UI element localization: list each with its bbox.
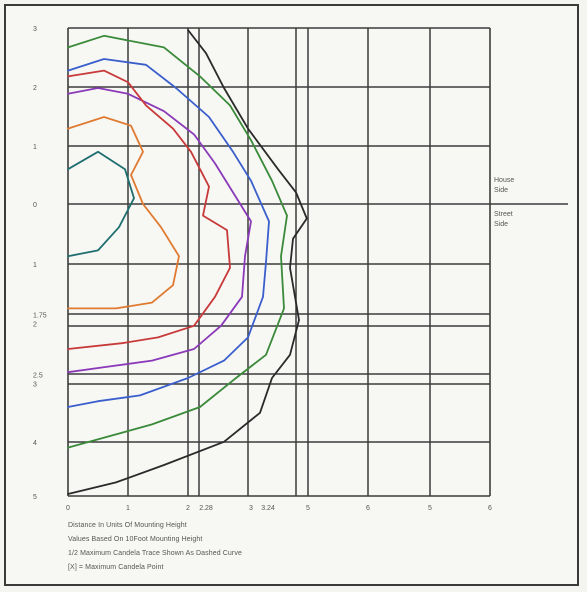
side-label-house-side: House	[494, 177, 514, 184]
y-tick-label: 4	[33, 440, 37, 447]
x-tick-label: 3.24	[261, 505, 275, 512]
x-tick-label: 2	[186, 505, 190, 512]
isofootcandle-contour	[67, 150, 135, 258]
isofootcandle-contour	[67, 87, 252, 374]
note-values: Values Based On 10Foot Mounting Height	[68, 536, 203, 543]
side-label-street-side: Side	[494, 221, 508, 228]
side-label-house-side: Side	[494, 187, 508, 194]
note-distance: Distance In Units Of Mounting Height	[68, 522, 187, 529]
chart-frame: 3 2 1 0 1 1.75 2 2.5 3 4 5 0 1 2 2.28 3 3.24 5 6 5 6 House Sid…	[4, 4, 579, 586]
isofootcandle-chart: 3 2 1 0 1 1.75 2 2.5 3 4 5 0 1 2 2.28 3 3.24 5 6 5 6 House Sid…	[33, 26, 568, 512]
isofootcandle-contour	[67, 34, 288, 449]
x-tick-label: 6	[488, 505, 492, 512]
x-tick-label: 6	[366, 505, 370, 512]
y-tick-label: 5	[33, 494, 37, 501]
x-tick-label: 5	[428, 505, 432, 512]
isofootcandle-contour	[67, 116, 180, 310]
y-tick-label: 1	[33, 144, 37, 151]
side-label-street-side: Street	[494, 211, 513, 218]
isofootcandle-contour	[67, 58, 270, 408]
isofootcandle-contour	[67, 69, 231, 350]
y-tick-label: 3	[33, 382, 37, 389]
y-tick-label: 2	[33, 85, 37, 92]
chart-notes: Distance In Units Of Mounting Height Val…	[68, 519, 242, 575]
note-half-candela: 1/2 Maximum Candela Trace Shown As Dashe…	[68, 550, 242, 557]
isofootcandle-contour	[67, 29, 308, 495]
y-tick-label: 3	[33, 26, 37, 33]
y-tick-label: 1.75	[33, 313, 47, 320]
x-tick-label: 5	[306, 505, 310, 512]
y-tick-label: 2	[33, 322, 37, 329]
y-tick-label: 2.5	[33, 373, 43, 380]
x-tick-label: 1	[126, 505, 130, 512]
x-tick-label: 3	[249, 505, 253, 512]
x-tick-label: 2.28	[199, 505, 213, 512]
note-max-candela: [X] = Maximum Candela Point	[68, 564, 164, 571]
x-tick-label: 0	[66, 505, 70, 512]
y-tick-label: 1	[33, 262, 37, 269]
y-tick-label: 0	[33, 202, 37, 209]
